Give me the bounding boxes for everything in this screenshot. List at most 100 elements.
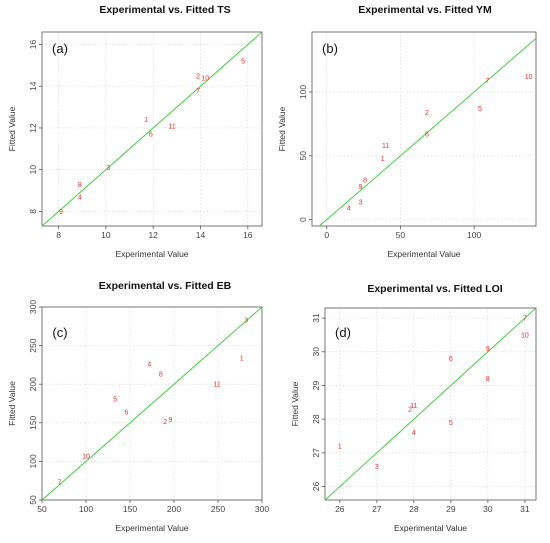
data-point-10: 10 xyxy=(521,332,529,339)
data-point-5: 5 xyxy=(478,106,482,113)
data-point-1: 1 xyxy=(144,117,148,124)
data-point-4: 4 xyxy=(347,206,351,213)
y-axis-label: Fitted Value xyxy=(290,381,300,426)
panel-label: (c) xyxy=(52,325,67,340)
data-point-8: 8 xyxy=(78,182,82,189)
y-axis-label: Fitted Value xyxy=(7,381,17,426)
y-tick-label: 27 xyxy=(311,448,321,458)
y-tick-label: 100 xyxy=(28,454,38,468)
y-tick-label: 26 xyxy=(311,482,321,492)
data-point-2: 2 xyxy=(196,73,200,80)
y-axis-label: Fitted Value xyxy=(7,106,17,151)
chart-panel-3: 50 100 150 200 250 300 50 100 150 200 250 300 Experi… xyxy=(7,280,269,533)
x-tick-label: 14 xyxy=(196,230,206,240)
y-tick-label: 12 xyxy=(28,123,38,133)
chart-title: Experimental vs. Fitted TS xyxy=(99,4,230,16)
x-axis-label: Experimental Value xyxy=(387,249,460,259)
data-point-9: 9 xyxy=(359,184,363,191)
data-point-7: 7 xyxy=(523,316,527,323)
fit-line xyxy=(42,32,262,226)
y-tick-label: 150 xyxy=(28,415,38,429)
x-tick-label: 28 xyxy=(409,504,419,514)
y-tick-label: 28 xyxy=(311,414,321,424)
data-point-5: 5 xyxy=(241,59,245,66)
data-point-8: 8 xyxy=(159,372,163,379)
chart-panel-2: 0 50 100 0 50 100 Experimental vs. Fitted YM Ex… xyxy=(277,4,537,259)
data-point-1: 1 xyxy=(240,355,244,362)
x-tick-label: 300 xyxy=(255,504,269,514)
y-tick-label: 50 xyxy=(298,151,308,161)
plot-frame xyxy=(41,306,263,501)
data-point-10: 10 xyxy=(82,453,90,460)
x-tick-label: 10 xyxy=(101,230,111,240)
data-point-4: 4 xyxy=(412,430,416,437)
chart-title: Experimental vs. Fitted LOI xyxy=(367,283,502,295)
data-point-11: 11 xyxy=(213,382,220,389)
y-tick-label: 250 xyxy=(28,338,38,352)
x-tick-label: 26 xyxy=(335,504,345,514)
data-point-2: 2 xyxy=(163,419,167,426)
data-point-1: 1 xyxy=(338,444,342,451)
data-point-9: 9 xyxy=(486,346,490,353)
x-axis-label: Experimental Value xyxy=(394,523,467,533)
data-point-10: 10 xyxy=(201,75,209,82)
x-tick-label: 50 xyxy=(396,230,406,240)
x-axis-label: Experimental Value xyxy=(115,523,188,533)
panel-label: (b) xyxy=(322,41,338,56)
data-point-4: 4 xyxy=(78,194,82,201)
y-tick-label: 8 xyxy=(28,209,38,214)
y-tick-label: 16 xyxy=(28,40,38,50)
data-point-11: 11 xyxy=(410,403,417,410)
fit-line xyxy=(42,307,262,500)
x-tick-label: 250 xyxy=(211,504,225,514)
plot-frame xyxy=(41,31,263,227)
data-point-3: 3 xyxy=(244,318,248,325)
x-tick-label: 16 xyxy=(243,230,253,240)
x-tick-label: 100 xyxy=(79,504,93,514)
y-tick-label: 30 xyxy=(311,347,321,357)
x-tick-label: 100 xyxy=(467,230,481,240)
data-point-6: 6 xyxy=(149,132,153,139)
data-point-2: 2 xyxy=(425,110,429,117)
y-tick-label: 29 xyxy=(311,380,321,390)
x-tick-label: 150 xyxy=(123,504,137,514)
x-tick-label: 29 xyxy=(446,504,456,514)
y-axis-label: Fitted Value xyxy=(277,106,287,151)
x-tick-label: 0 xyxy=(324,230,329,240)
y-tick-label: 50 xyxy=(28,495,38,505)
data-point-7: 7 xyxy=(196,88,200,95)
panel-label: (d) xyxy=(335,325,351,340)
data-point-4: 4 xyxy=(147,362,151,369)
data-point-6: 6 xyxy=(125,409,129,416)
y-tick-label: 14 xyxy=(28,81,38,91)
y-tick-label: 0 xyxy=(298,217,308,222)
x-tick-label: 30 xyxy=(483,504,493,514)
data-point-11: 11 xyxy=(382,143,389,150)
chart-title: Experimental vs. Fitted YM xyxy=(358,4,492,16)
data-point-7: 7 xyxy=(58,480,62,487)
y-tick-label: 200 xyxy=(28,377,38,391)
x-tick-label: 27 xyxy=(372,504,382,514)
y-tick-label: 300 xyxy=(28,300,38,314)
panel-label: (a) xyxy=(52,41,68,56)
data-point-7: 7 xyxy=(485,78,489,85)
data-point-9: 9 xyxy=(169,417,173,424)
x-tick-label: 8 xyxy=(56,230,61,240)
data-point-6: 6 xyxy=(449,356,453,363)
plot-frame xyxy=(324,307,537,501)
data-point-9: 9 xyxy=(59,209,63,216)
y-tick-label: 31 xyxy=(311,313,321,323)
data-point-3: 3 xyxy=(106,165,110,172)
data-point-5: 5 xyxy=(113,396,117,403)
y-tick-label: 10 xyxy=(28,165,38,175)
x-tick-label: 50 xyxy=(37,504,47,514)
data-point-2: 2 xyxy=(408,407,412,414)
data-point-8: 8 xyxy=(486,376,490,383)
data-point-8: 8 xyxy=(363,178,367,185)
data-point-6: 6 xyxy=(425,132,429,139)
x-tick-label: 12 xyxy=(148,230,158,240)
x-tick-label: 31 xyxy=(520,504,530,514)
